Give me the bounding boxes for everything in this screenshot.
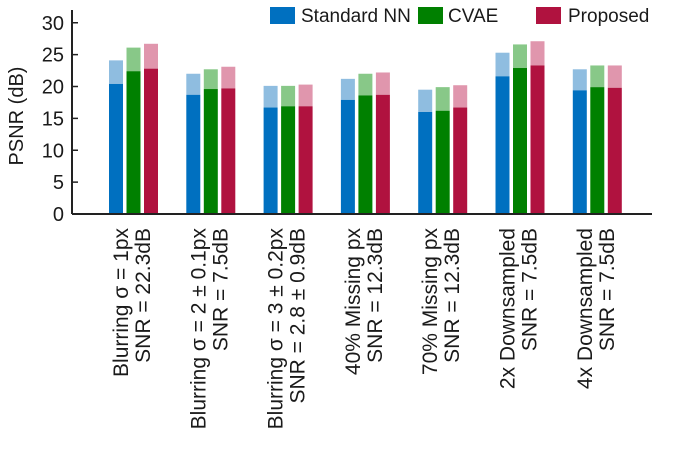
bar-upper-standard-nn-1 — [186, 73, 201, 95]
bar-standard-nn-2 — [263, 107, 278, 214]
bar-cvae-3 — [358, 95, 373, 214]
bar-upper-cvae-5 — [513, 44, 527, 69]
bar-cvae-5 — [513, 68, 527, 214]
bar-proposed-6 — [607, 87, 622, 214]
category-label-0: Blurring σ = 1px SNR = 22.3dB — [110, 228, 155, 377]
category-label-line1: Blurring σ = 3 ± 0.2px — [265, 228, 288, 430]
legend: Standard NN CVAE Proposed — [270, 6, 649, 27]
category-label-line1: Blurring σ = 2 ± 0.1px — [187, 228, 210, 430]
bar-upper-standard-nn-3 — [340, 78, 355, 100]
legend-label-standard-nn: Standard NN — [301, 6, 411, 27]
legend-label-cvae: CVAE — [448, 6, 498, 27]
bar-upper-cvae-3 — [358, 73, 373, 96]
category-label-2: Blurring σ = 3 ± 0.2px SNR = 2.8 ± 0.9dB — [265, 228, 310, 430]
bar-standard-nn-6 — [572, 90, 587, 214]
bar-standard-nn-5 — [495, 76, 510, 214]
legend-swatch-standard-nn — [270, 7, 295, 24]
category-label-line1: 70% Missing px — [419, 228, 442, 376]
bar-upper-proposed-2 — [298, 84, 313, 107]
bar-upper-proposed-0 — [144, 43, 158, 69]
bar-proposed-0 — [144, 68, 158, 215]
bar-upper-proposed-3 — [375, 72, 390, 95]
bar-cvae-2 — [281, 106, 296, 214]
y-tick-label-15: 15 — [42, 108, 64, 130]
legend-label-proposed: Proposed — [568, 6, 649, 27]
bar-proposed-4 — [453, 107, 468, 214]
category-label-1: Blurring σ = 2 ± 0.1px SNR = 7.5dB — [187, 228, 232, 430]
category-label-line1: Blurring σ = 1px — [110, 228, 133, 377]
category-label-line1: 4x Downsampled — [574, 228, 597, 389]
y-tick-label-20: 20 — [42, 77, 64, 99]
y-axis-title: PSNR (dB) — [6, 67, 28, 166]
bar-upper-cvae-0 — [126, 47, 141, 72]
bar-upper-standard-nn-2 — [263, 85, 278, 108]
y-tick-label-5: 5 — [53, 172, 64, 194]
bar-upper-cvae-4 — [435, 87, 450, 111]
bar-upper-standard-nn-4 — [418, 89, 433, 112]
category-label-line2: SNR = 22.3dB — [132, 228, 155, 363]
bar-upper-proposed-1 — [221, 66, 236, 89]
bar-upper-standard-nn-6 — [572, 69, 587, 91]
bar-upper-proposed-5 — [530, 41, 545, 66]
bar-upper-cvae-1 — [203, 69, 218, 90]
category-label-line2: SNR = 7.5dB — [519, 228, 542, 351]
category-label-line2: SNR = 12.3dB — [441, 228, 464, 363]
bar-upper-cvae-6 — [590, 65, 605, 88]
category-label-line1: 40% Missing px — [342, 228, 365, 376]
y-tick-label-25: 25 — [42, 45, 64, 67]
bar-upper-proposed-4 — [453, 85, 468, 108]
category-label-line2: SNR = 7.5dB — [596, 228, 619, 351]
y-tick-label-10: 10 — [42, 140, 64, 162]
bar-standard-nn-0 — [109, 83, 123, 214]
legend-swatch-cvae — [418, 7, 443, 24]
category-label-line2: SNR = 12.3dB — [364, 228, 387, 363]
category-label-line2: SNR = 7.5dB — [209, 228, 232, 351]
bar-upper-cvae-2 — [281, 85, 296, 107]
bar-upper-proposed-6 — [607, 65, 622, 88]
bar-proposed-5 — [530, 65, 545, 215]
bar-proposed-2 — [298, 106, 313, 214]
category-label-line1: 2x Downsampled — [497, 228, 520, 389]
bar-cvae-4 — [435, 110, 450, 214]
category-label-3: 40% Missing px SNR = 12.3dB — [342, 228, 387, 376]
bar-cvae-0 — [126, 71, 141, 214]
bar-cvae-1 — [203, 89, 218, 214]
y-tick-label-30: 30 — [42, 13, 64, 35]
bar-standard-nn-1 — [186, 94, 201, 214]
bars-layer — [109, 41, 622, 215]
bar-cvae-6 — [590, 87, 605, 214]
y-tick-label-0: 0 — [53, 204, 64, 226]
category-label-4: 70% Missing px SNR = 12.3dB — [419, 228, 464, 376]
category-labels: Blurring σ = 1px SNR = 22.3dB Blurring σ =… — [110, 228, 619, 430]
bar-upper-standard-nn-0 — [109, 60, 123, 84]
bar-standard-nn-3 — [340, 99, 355, 214]
axes-layer: 0 5 10 15 20 25 30 PSNR (dB) — [6, 10, 652, 226]
category-label-5: 2x Downsampled SNR = 7.5dB — [497, 228, 542, 389]
bar-upper-standard-nn-5 — [495, 52, 510, 77]
category-label-line2: SNR = 2.8 ± 0.9dB — [287, 228, 310, 404]
bar-proposed-1 — [221, 88, 236, 214]
bar-standard-nn-4 — [418, 112, 433, 214]
category-label-6: 4x Downsampled SNR = 7.5dB — [574, 228, 619, 389]
legend-swatch-proposed — [536, 7, 561, 24]
bar-proposed-3 — [375, 94, 390, 214]
